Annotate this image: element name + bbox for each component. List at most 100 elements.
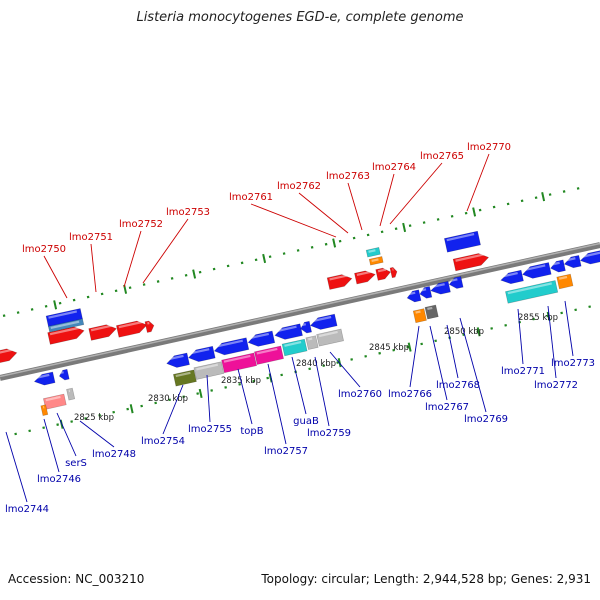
reverse-gene-arrow [550, 259, 566, 273]
reverse-gene-label-leader-line [79, 420, 115, 448]
forward-gene-arrow [326, 274, 353, 290]
reverse-gene-block [412, 308, 427, 324]
reverse-gene-block [281, 338, 308, 357]
reverse-gene-arrow [58, 368, 70, 381]
reverse-gene-label-leader-line [459, 317, 487, 413]
forward-gene-arrow [0, 348, 18, 365]
forward-gene-label-leader-line [142, 218, 189, 284]
reverse-gene-label: lmo2766 [388, 389, 432, 400]
reverse-gene-label: lmo2754 [141, 436, 185, 447]
forward-gene-label-leader-line [466, 153, 490, 212]
scale-label: 2855 kbp [518, 313, 558, 323]
reverse-gene-block [40, 404, 49, 416]
reverse-gene-label-leader-line [43, 418, 60, 473]
reverse-gene-arrow [213, 337, 250, 356]
forward-gene-label-leader-line [389, 162, 443, 225]
forward-gene-arrow [354, 270, 376, 285]
forward-gene-label-leader-line [123, 230, 142, 288]
reverse-gene-label: lmo2768 [436, 380, 480, 391]
upper-major-tick [472, 207, 477, 217]
reverse-gene-label: lmo2748 [92, 449, 136, 460]
reverse-gene-arrow [300, 320, 312, 334]
upper-major-tick [53, 300, 58, 310]
reverse-gene-label: lmo2757 [264, 446, 308, 457]
reverse-gene-label-leader-line [314, 356, 330, 427]
reverse-gene-label-leader-line [429, 325, 448, 401]
forward-gene-label: lmo2752 [119, 219, 163, 230]
reverse-gene-label-leader-line [517, 308, 524, 365]
reverse-gene-label: lmo2771 [501, 366, 545, 377]
forward-gene-label-leader-line [347, 182, 363, 231]
forward-gene-label: lmo2751 [69, 232, 113, 243]
lower-major-tick [198, 388, 203, 399]
forward-gene-arrow [88, 324, 117, 341]
reverse-gene-arrow [430, 280, 451, 295]
reverse-gene-arrow [33, 371, 56, 386]
reverse-gene-label-leader-line [267, 363, 287, 445]
forward-gene-arrow [144, 320, 155, 333]
lower-major-tick [268, 373, 273, 383]
forward-gene-arrow [375, 267, 392, 281]
forward-gene-label: lmo2763 [326, 171, 370, 182]
reverse-gene-block [193, 361, 225, 380]
lower-major-tick [476, 327, 481, 337]
reverse-gene-arrow [274, 323, 303, 340]
accession-text: Accession: NC_003210 [8, 572, 145, 586]
scale-label: 2830 kbp [148, 394, 188, 404]
reverse-gene-block [66, 387, 76, 401]
reverse-gene-label: lmo2760 [338, 389, 382, 400]
reverse-gene-label-leader-line [329, 351, 361, 388]
genome-backbone [0, 242, 600, 381]
reverse-gene-label-leader-line [5, 431, 28, 503]
reverse-gene-block [505, 280, 559, 304]
reverse-gene-arrow [522, 262, 552, 279]
reverse-gene-label-leader-line [291, 356, 307, 415]
reverse-gene-block [254, 345, 284, 365]
reverse-gene-label: lmo2769 [464, 414, 508, 425]
forward-gene-arrow [452, 253, 490, 272]
upper-major-tick [192, 269, 197, 279]
upper-major-tick [541, 192, 546, 202]
upper-major-tick [402, 222, 407, 233]
reverse-gene-label-leader-line [56, 412, 77, 457]
reverse-gene-block [221, 352, 257, 374]
reverse-gene-arrow [188, 345, 216, 362]
reverse-gene-block [556, 273, 574, 290]
lower-major-tick [407, 342, 412, 352]
forward-gene-arrow [389, 267, 398, 279]
reverse-gene-arrow [579, 249, 600, 265]
genome-summary: Topology: circular; Length: 2,944,528 bp… [261, 572, 591, 586]
forward-gene-arrow [116, 320, 148, 338]
reverse-gene-label-leader-line [206, 374, 211, 423]
forward-gene-label-leader-line [250, 203, 337, 238]
reverse-gene-arrow [309, 313, 338, 330]
reverse-gene-label: lmo2767 [425, 402, 469, 413]
forward-gene-block [47, 318, 85, 333]
reverse-gene-label: serS [65, 458, 87, 469]
lower-major-tick [129, 404, 134, 414]
reverse-gene-block [316, 328, 344, 347]
reverse-gene-arrow [247, 330, 276, 347]
forward-gene-label: lmo2761 [229, 192, 273, 203]
reverse-gene-label-leader-line [237, 368, 253, 425]
reverse-gene-label: lmo2773 [551, 358, 595, 369]
page-title: Listeria monocytogenes EGD-e, complete g… [136, 10, 464, 25]
scale-label: 2845 kbp [369, 343, 409, 353]
reverse-gene-label-leader-line [547, 305, 557, 379]
forward-gene-label: lmo2750 [22, 244, 66, 255]
reverse-gene-arrow [563, 254, 582, 269]
reverse-gene-arrow [166, 352, 190, 368]
reverse-gene-block [43, 393, 67, 410]
upper-major-tick [262, 253, 267, 264]
reverse-gene-block [173, 369, 197, 387]
rna-block [368, 256, 384, 266]
rna-block [365, 247, 381, 258]
forward-gene-arrow [47, 326, 85, 345]
forward-gene-label-leader-line [43, 255, 68, 299]
forward-gene-label-leader-line [90, 243, 97, 293]
reverse-gene-arrow [448, 276, 464, 289]
forward-gene-label: lmo2764 [372, 162, 416, 173]
reverse-gene-label-leader-line [446, 324, 459, 379]
forward-gene-label-leader-line [379, 173, 395, 227]
